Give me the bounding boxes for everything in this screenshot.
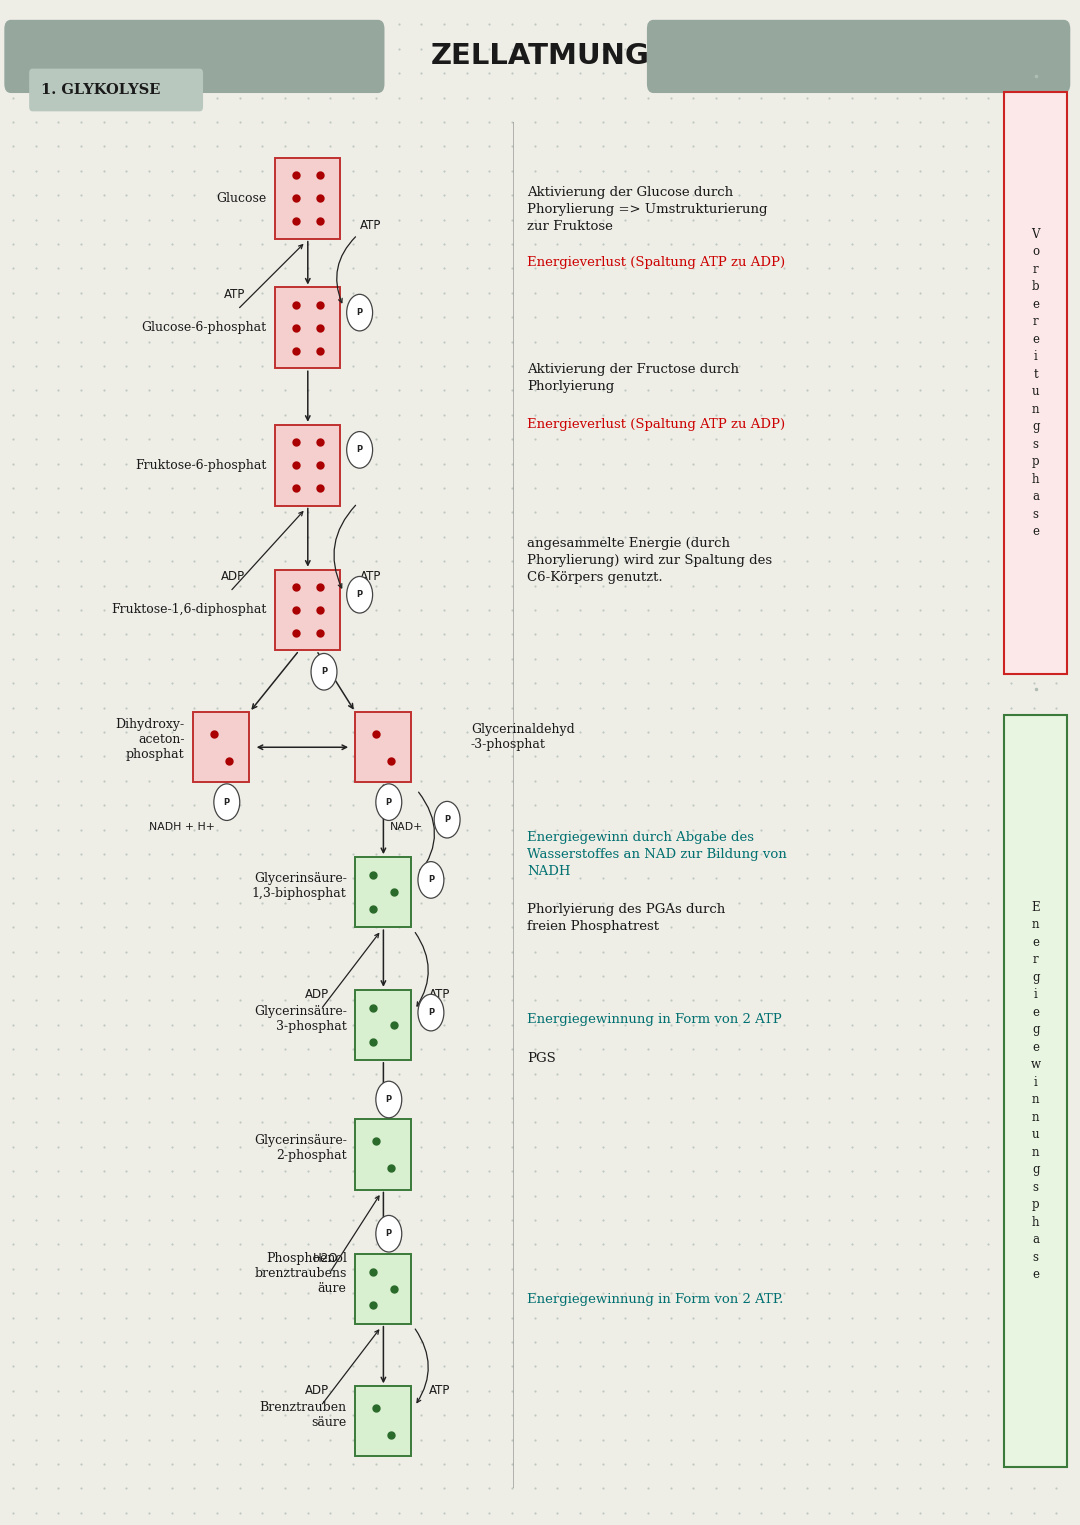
Text: ATP: ATP [360,220,381,232]
FancyBboxPatch shape [355,1119,411,1190]
Text: Fruktose-1,6-diphosphat: Fruktose-1,6-diphosphat [111,604,267,616]
FancyBboxPatch shape [355,712,411,782]
FancyBboxPatch shape [355,990,411,1060]
Circle shape [347,432,373,468]
FancyBboxPatch shape [275,157,340,238]
Circle shape [376,1081,402,1118]
Circle shape [418,862,444,898]
Text: Glycerinaldehyd
-3-phosphat: Glycerinaldehyd -3-phosphat [471,723,575,750]
FancyBboxPatch shape [29,69,203,111]
Text: 1. GLYKOLYSE: 1. GLYKOLYSE [41,82,161,98]
Text: Glycerinsäure-
2-phosphat: Glycerinsäure- 2-phosphat [254,1135,347,1162]
Text: P: P [428,1008,434,1017]
Text: Phosphoenol
brenztraubens
äure: Phosphoenol brenztraubens äure [254,1252,347,1295]
Text: P: P [356,308,363,317]
Circle shape [434,802,460,839]
Text: Phorlyierung des PGAs durch
freien Phosphatrest: Phorlyierung des PGAs durch freien Phosp… [527,903,726,933]
Text: Energieverlust (Spaltung ATP zu ADP): Energieverlust (Spaltung ATP zu ADP) [527,256,785,270]
Circle shape [347,576,373,613]
Text: Glucose: Glucose [216,192,267,204]
Text: ATP: ATP [429,1385,450,1397]
Text: P: P [386,1095,392,1104]
Text: PGS: PGS [527,1052,556,1066]
Text: Dihydroxy-
aceton-
phosphat: Dihydroxy- aceton- phosphat [116,718,185,761]
Circle shape [418,994,444,1031]
FancyBboxPatch shape [275,569,340,650]
Text: Aktivierung der Glucose durch
Phorylierung => Umstrukturierung
zur Fruktose: Aktivierung der Glucose durch Phorylieru… [527,186,768,233]
Text: Brenztrauben
säure: Brenztrauben säure [259,1401,347,1429]
Text: P: P [321,668,327,676]
Circle shape [376,1215,402,1252]
Text: NADH + H+: NADH + H+ [149,822,215,833]
Text: Energiegewinnung in Form von 2 ATP.: Energiegewinnung in Form von 2 ATP. [527,1293,783,1307]
FancyBboxPatch shape [275,424,340,506]
FancyBboxPatch shape [4,20,384,93]
Text: Glycerinsäure-
3-phosphat: Glycerinsäure- 3-phosphat [254,1005,347,1032]
Circle shape [214,784,240,820]
Circle shape [347,294,373,331]
Text: P: P [428,875,434,884]
Text: ATP: ATP [360,570,381,583]
Text: P: P [386,798,392,807]
Text: E
n
e
r
g
i
e
g
e
w
i
n
n
u
n
g
s
p
h
a
s
e: E n e r g i e g e w i n n u n g s p h a … [1030,901,1041,1281]
FancyBboxPatch shape [355,1254,411,1324]
Text: H2O: H2O [312,1252,338,1264]
Text: Aktivierung der Fructose durch
Phorlyierung: Aktivierung der Fructose durch Phorlyier… [527,363,739,393]
Text: Energiegewinn durch Abgabe des
Wasserstoffes an NAD zur Bildung von
NADH: Energiegewinn durch Abgabe des Wassersto… [527,831,787,878]
FancyBboxPatch shape [275,287,340,368]
Circle shape [311,654,337,689]
Text: NAD+: NAD+ [390,822,423,833]
Text: ZELLATMUNG: ZELLATMUNG [431,43,649,70]
Text: P: P [224,798,230,807]
Text: Energieverlust (Spaltung ATP zu ADP): Energieverlust (Spaltung ATP zu ADP) [527,418,785,432]
FancyBboxPatch shape [1004,715,1067,1467]
FancyBboxPatch shape [355,857,411,927]
Text: P: P [356,445,363,454]
Text: Energiegewinnung in Form von 2 ATP: Energiegewinnung in Form von 2 ATP [527,1013,782,1026]
FancyBboxPatch shape [1004,92,1067,674]
Circle shape [376,784,402,820]
Text: V
o
r
b
e
r
e
i
t
u
n
g
s
p
h
a
s
e: V o r b e r e i t u n g s p h a s e [1031,227,1040,538]
FancyBboxPatch shape [193,712,249,782]
FancyBboxPatch shape [647,20,1070,93]
Text: Glycerinsäure-
1,3-biphosphat: Glycerinsäure- 1,3-biphosphat [252,872,347,900]
Text: ADP: ADP [306,988,329,1000]
Text: ADP: ADP [306,1385,329,1397]
Text: P: P [444,816,450,824]
Text: Fruktose-6-phosphat: Fruktose-6-phosphat [135,459,267,471]
Text: P: P [386,1229,392,1238]
Text: P: P [356,590,363,599]
Text: angesammelte Energie (durch
Phorylierung) wird zur Spaltung des
C6-Körpers genut: angesammelte Energie (durch Phorylierung… [527,537,772,584]
FancyBboxPatch shape [355,1386,411,1456]
Text: ATP: ATP [224,288,245,300]
Text: Glucose-6-phosphat: Glucose-6-phosphat [141,322,267,334]
Text: ATP: ATP [429,988,450,1000]
Text: ADP: ADP [221,570,245,583]
